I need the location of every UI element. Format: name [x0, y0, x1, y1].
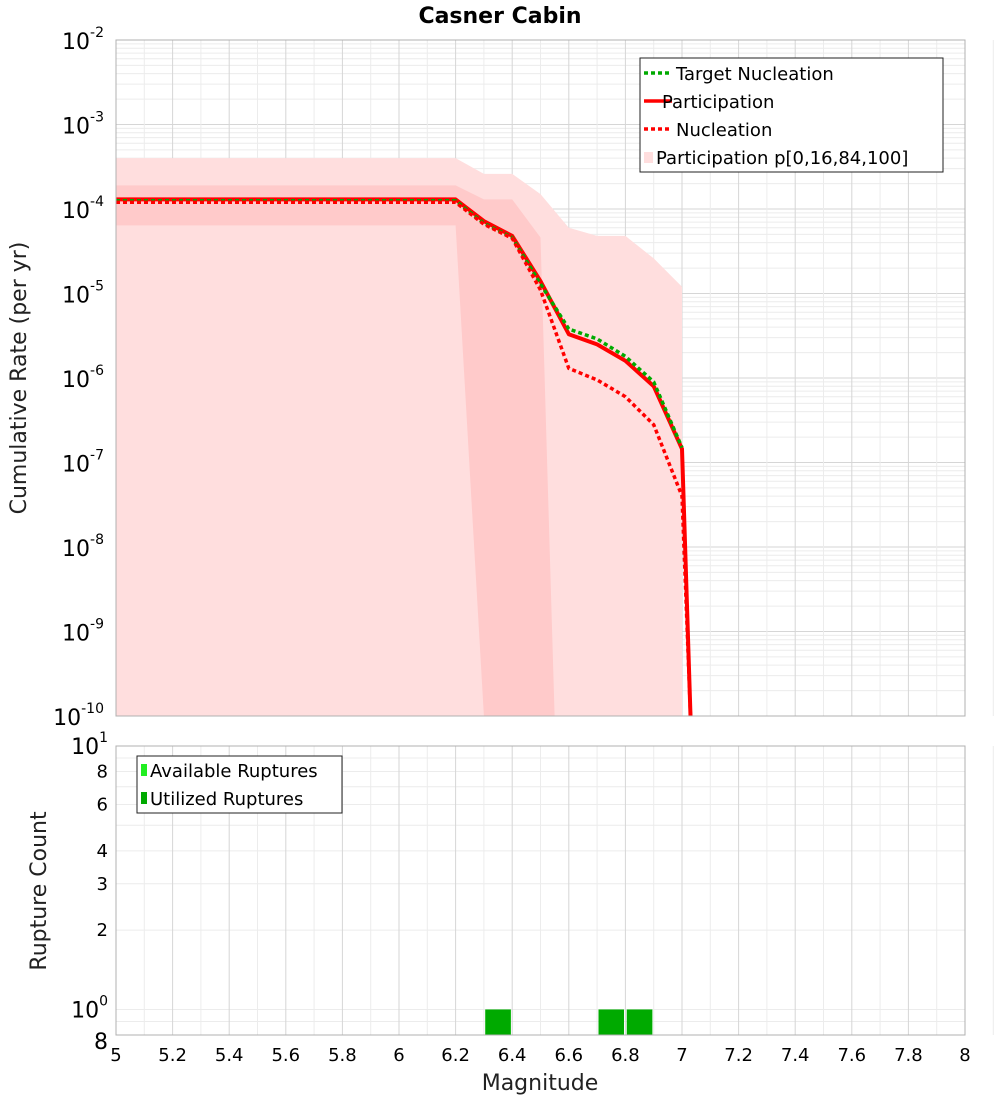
- top-plot-border: [115, 39, 966, 717]
- top-y-tick-base: 10: [53, 706, 81, 731]
- bottom-y-tick-base: 8: [94, 1030, 108, 1055]
- x-tick-label: 5.6: [271, 1045, 300, 1066]
- top-y-tick-base: 10: [62, 622, 90, 647]
- utilized-rupture-bar: [598, 1009, 624, 1035]
- bottom-y-tick-label: 101: [71, 730, 108, 760]
- top-y-tick-label: 10-4: [62, 194, 104, 224]
- x-tick-label: 6.4: [498, 1045, 527, 1066]
- bottom-y-tick-label: 3: [97, 874, 108, 895]
- x-tick-label: 5.2: [158, 1045, 187, 1066]
- top-y-tick-base: 10: [62, 30, 90, 55]
- utilized-rupture-bar: [485, 1009, 511, 1035]
- bottom-y-tick-base: 8: [97, 762, 108, 783]
- top-y-tick-exponent: -9: [90, 617, 104, 633]
- bottom-y-tick-base: 6: [97, 794, 108, 815]
- top-plot-area: 10-210-310-410-510-610-710-810-910-10Tar…: [53, 25, 994, 731]
- x-tick-label: 6.2: [441, 1045, 470, 1066]
- x-tick-label: 6: [393, 1045, 404, 1066]
- chart-title: Casner Cabin: [418, 4, 581, 29]
- x-tick-label: 5: [110, 1045, 121, 1066]
- bottom-legend-box: [136, 755, 343, 814]
- bottom-plot-border: [115, 745, 966, 1036]
- x-tick-label: 7.6: [837, 1045, 866, 1066]
- legend-entry-label: Available Ruptures: [150, 761, 318, 782]
- x-tick-label: 6.8: [611, 1045, 640, 1066]
- bottom-y-tick-label: 100: [71, 993, 108, 1023]
- bottom-y-tick-exponent: 0: [99, 993, 108, 1009]
- bottom-y-tick-label: 8: [94, 1030, 108, 1055]
- legend-swatch-utilized-ruptures: [141, 792, 147, 804]
- x-tick-label: 6.6: [554, 1045, 583, 1066]
- x-axis-label: Magnitude: [482, 1071, 599, 1096]
- legend-swatch-participation-band: [644, 152, 653, 163]
- top-y-axis-label: Cumulative Rate (per yr): [7, 242, 32, 515]
- bottom-y-axis-label: Rupture Count: [27, 811, 52, 971]
- series-line-participation: [116, 197, 693, 717]
- bottom-y-tick-label: 2: [97, 920, 108, 941]
- top-y-tick-base: 10: [62, 284, 90, 309]
- bottom-y-tick-base: 4: [97, 841, 108, 862]
- x-tick-label: 5.8: [328, 1045, 357, 1066]
- top-y-tick-label: 10-8: [62, 532, 104, 562]
- bottom-y-tick-exponent: 1: [99, 730, 108, 746]
- legend-entry-label: Target Nucleation: [675, 64, 834, 85]
- top-y-tick-base: 10: [62, 537, 90, 562]
- top-y-tick-label: 10-7: [62, 448, 104, 478]
- top-y-tick-exponent: -4: [90, 194, 104, 210]
- bottom-y-tick-base: 3: [97, 874, 108, 895]
- top-y-tick-label: 10-6: [62, 363, 104, 393]
- top-y-tick-base: 10: [62, 368, 90, 393]
- top-y-tick-exponent: -8: [90, 532, 104, 548]
- top-y-tick-label: 10-2: [62, 25, 104, 55]
- bottom-y-tick-label: 4: [97, 841, 108, 862]
- x-tick-label: 7.2: [724, 1045, 753, 1066]
- top-y-tick-exponent: -6: [90, 363, 104, 379]
- top-legend-box: [639, 57, 944, 173]
- legend-entry-label: Nucleation: [676, 120, 772, 141]
- top-y-tick-exponent: -7: [90, 448, 104, 464]
- series-line-target-nucleation: [116, 199, 684, 449]
- legend-entry-label: Participation: [662, 92, 774, 113]
- x-tick-label: 7.4: [781, 1045, 810, 1066]
- x-tick-label: 8: [959, 1045, 970, 1066]
- legend-swatch-available-ruptures: [141, 764, 147, 776]
- top-y-tick-label: 10-9: [62, 617, 104, 647]
- top-y-tick-label: 10-10: [53, 701, 104, 731]
- top-y-tick-exponent: -3: [90, 110, 104, 126]
- top-y-tick-base: 10: [62, 453, 90, 478]
- bottom-y-tick-label: 6: [97, 794, 108, 815]
- legend-entry-label: Participation p[0,16,84,100]: [656, 148, 908, 169]
- top-y-tick-base: 10: [62, 115, 90, 140]
- bottom-y-tick-base: 10: [71, 998, 99, 1023]
- top-y-tick-label: 10-3: [62, 110, 104, 140]
- x-tick-label: 7: [676, 1045, 687, 1066]
- x-tick-label: 5.4: [215, 1045, 244, 1066]
- participation-outer-band: [116, 158, 682, 717]
- series-line-nucleation: [116, 200, 693, 717]
- top-y-tick-exponent: -5: [90, 279, 104, 295]
- legend-entry-label: Utilized Ruptures: [150, 789, 303, 810]
- bottom-y-tick-label: 8: [97, 762, 108, 783]
- top-y-tick-base: 10: [62, 199, 90, 224]
- top-y-tick-label: 10-5: [62, 279, 104, 309]
- top-y-tick-exponent: -10: [81, 701, 104, 717]
- top-y-tick-exponent: -2: [90, 25, 104, 41]
- bottom-y-tick-base: 10: [71, 735, 99, 760]
- bottom-y-tick-base: 2: [97, 920, 108, 941]
- x-tick-label: 7.8: [894, 1045, 923, 1066]
- utilized-rupture-bar: [626, 1009, 653, 1035]
